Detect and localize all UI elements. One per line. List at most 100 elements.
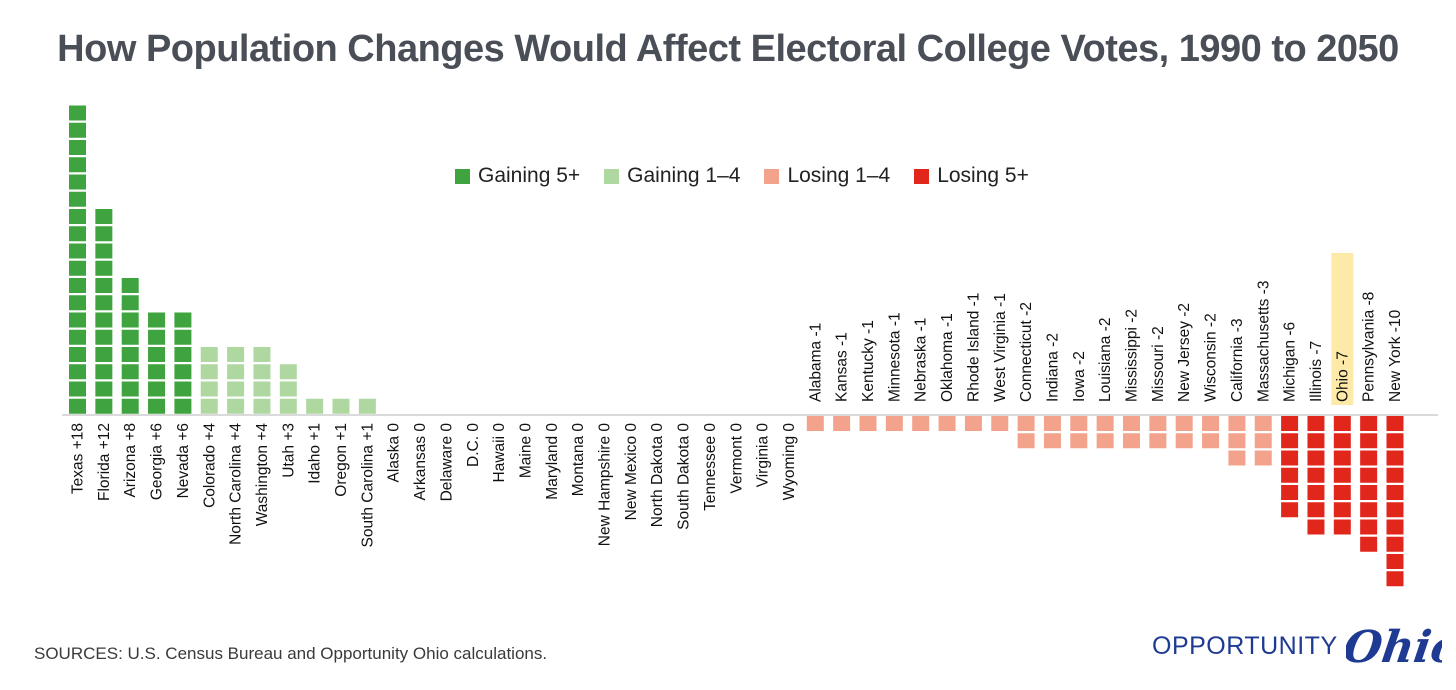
vote-square bbox=[95, 347, 113, 362]
vote-square bbox=[1281, 485, 1299, 500]
bar-massachusetts bbox=[1254, 416, 1272, 466]
vote-square bbox=[174, 347, 192, 362]
vote-square bbox=[174, 364, 192, 380]
vote-square bbox=[1123, 416, 1140, 431]
vote-square bbox=[833, 416, 851, 431]
vote-square bbox=[227, 381, 245, 397]
bar-indiana bbox=[1043, 416, 1061, 449]
vote-square bbox=[200, 347, 218, 362]
vote-square bbox=[200, 398, 218, 414]
bar-florida bbox=[95, 209, 113, 414]
vote-square bbox=[1386, 536, 1404, 552]
logo-ohio-script: Ohio bbox=[1346, 621, 1442, 673]
vote-square bbox=[1360, 536, 1378, 552]
vote-square bbox=[95, 243, 113, 259]
vote-square bbox=[1307, 433, 1325, 449]
vote-square bbox=[121, 295, 139, 311]
label-washington: Washington +4 bbox=[254, 423, 271, 527]
legend-item-losing-5plus: Losing 5+ bbox=[914, 164, 1029, 188]
vote-square bbox=[69, 157, 86, 173]
vote-square bbox=[148, 347, 166, 362]
vote-square bbox=[1333, 450, 1351, 466]
vote-square bbox=[95, 381, 113, 397]
label-montana: Montana 0 bbox=[570, 423, 587, 497]
label-arkansas: Arkansas 0 bbox=[412, 423, 429, 501]
label-colorado: Colorado +4 bbox=[201, 423, 218, 508]
vote-square bbox=[1360, 519, 1378, 535]
label-utah: Utah +3 bbox=[280, 423, 297, 478]
vote-square bbox=[859, 416, 877, 431]
vote-square bbox=[1386, 485, 1404, 500]
opportunity-ohio-logo: OPPORTUNITY Ohio bbox=[1152, 618, 1442, 674]
vote-square bbox=[174, 381, 192, 397]
legend-label-gaining-1-4: Gaining 1–4 bbox=[627, 164, 741, 187]
label-kentucky: Kentucky -1 bbox=[860, 320, 877, 402]
vote-square bbox=[1307, 467, 1325, 483]
legend-swatch-losing-1-4 bbox=[764, 168, 780, 184]
label-oregon: Oregon +1 bbox=[333, 423, 350, 497]
vote-square bbox=[1307, 450, 1325, 466]
label-vermont: Vermont 0 bbox=[728, 423, 745, 494]
vote-square bbox=[1043, 433, 1061, 449]
bar-michigan bbox=[1281, 416, 1299, 518]
vote-square bbox=[69, 174, 86, 190]
label-alabama: Alabama -1 bbox=[807, 323, 824, 402]
legend-label-gaining-5plus: Gaining 5+ bbox=[478, 164, 581, 187]
vote-square bbox=[1043, 416, 1061, 431]
vote-square bbox=[121, 347, 139, 362]
vote-square bbox=[1360, 416, 1378, 431]
vote-square bbox=[95, 226, 113, 242]
label-south-carolina: South Carolina +1 bbox=[359, 423, 376, 548]
vote-square bbox=[1307, 485, 1325, 500]
vote-square bbox=[1281, 467, 1299, 483]
vote-square bbox=[69, 105, 86, 121]
vote-square bbox=[69, 295, 86, 311]
bar-washington bbox=[253, 347, 271, 414]
vote-square bbox=[1228, 433, 1246, 449]
vote-square bbox=[1149, 433, 1167, 449]
bar-minnesota bbox=[885, 416, 903, 431]
legend-label-losing-5plus: Losing 5+ bbox=[937, 164, 1029, 187]
vote-square bbox=[227, 364, 245, 380]
vote-square bbox=[332, 398, 350, 414]
label-oklahoma: Oklahoma -1 bbox=[939, 313, 956, 402]
highlight-band-ohio bbox=[1331, 253, 1354, 405]
bar-connecticut bbox=[1017, 416, 1035, 449]
vote-square bbox=[200, 364, 218, 380]
label-michigan: Michigan -6 bbox=[1282, 322, 1299, 402]
vote-square bbox=[1228, 416, 1246, 431]
label-wyoming: Wyoming 0 bbox=[781, 423, 798, 501]
bar-texas bbox=[69, 105, 86, 414]
label-maine: Maine 0 bbox=[517, 423, 534, 479]
vote-square bbox=[1386, 502, 1404, 518]
vote-square bbox=[1149, 416, 1167, 431]
vote-square bbox=[1096, 433, 1114, 449]
vote-square bbox=[1017, 416, 1035, 431]
label-iowa: Iowa -2 bbox=[1071, 351, 1088, 402]
vote-square bbox=[1333, 519, 1351, 535]
vote-square bbox=[358, 398, 376, 414]
vote-square bbox=[69, 329, 86, 345]
bar-louisiana bbox=[1096, 416, 1114, 449]
label-arizona: Arizona +8 bbox=[122, 423, 139, 498]
vote-square bbox=[121, 329, 139, 345]
vote-square bbox=[1307, 416, 1325, 431]
bar-idaho bbox=[306, 398, 324, 414]
vote-square bbox=[227, 398, 245, 414]
label-idaho: Idaho +1 bbox=[307, 423, 324, 484]
bar-georgia bbox=[148, 312, 166, 414]
legend-swatch-gaining-1-4 bbox=[604, 168, 620, 184]
label-tennessee: Tennessee 0 bbox=[702, 423, 719, 511]
chart-title: How Population Changes Would Affect Elec… bbox=[57, 28, 1399, 70]
vote-square bbox=[1386, 571, 1404, 587]
vote-square bbox=[69, 381, 86, 397]
vote-square bbox=[1360, 467, 1378, 483]
label-new-york: New York -10 bbox=[1387, 309, 1404, 402]
vote-square bbox=[69, 122, 86, 138]
vote-square bbox=[174, 398, 192, 414]
logo-wordmark: OPPORTUNITY bbox=[1152, 631, 1338, 660]
vote-square bbox=[1017, 433, 1035, 449]
bar-oklahoma bbox=[938, 416, 956, 431]
label-florida: Florida +12 bbox=[96, 423, 113, 501]
